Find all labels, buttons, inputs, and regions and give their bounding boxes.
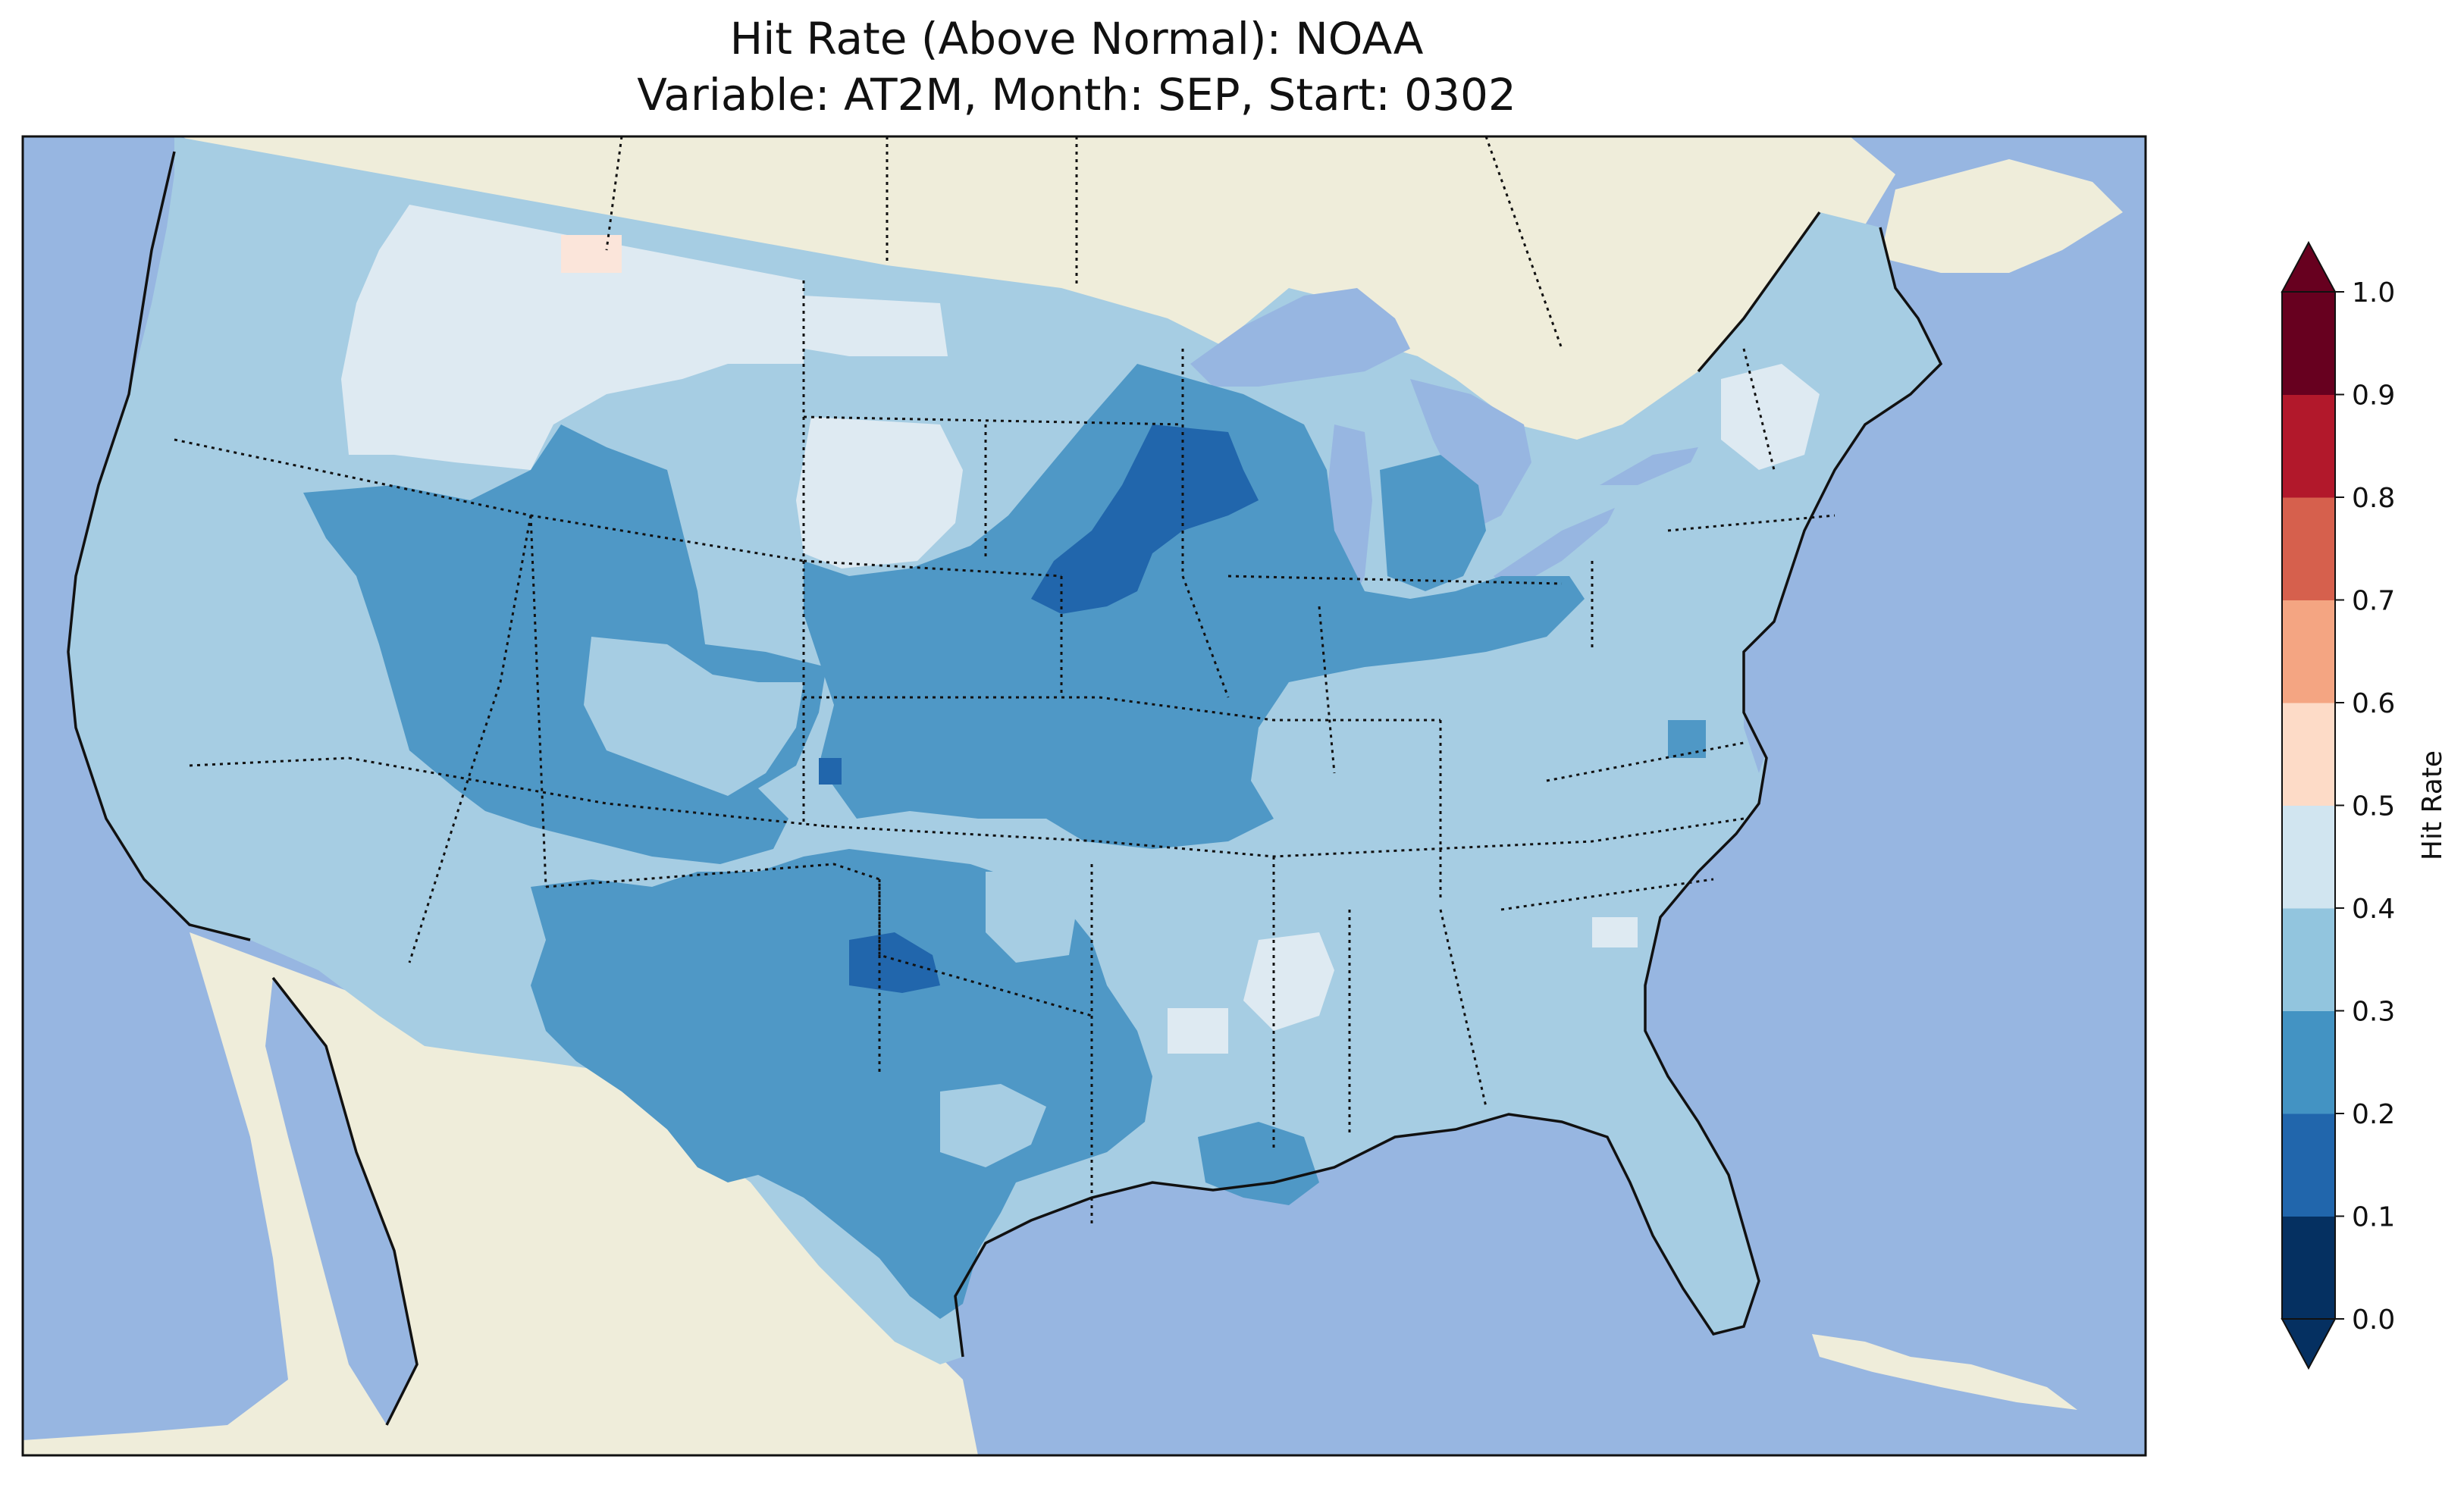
maritimes-land: [1880, 159, 2123, 273]
colorbar-tick-label: 0.2: [2352, 1099, 2395, 1130]
region-carolina-light: [1592, 917, 1638, 947]
colorbar-label: Hit Rate: [2417, 750, 2448, 860]
colorbar-segment: [2282, 1216, 2335, 1320]
map-area: [23, 136, 2146, 1455]
colorbar-tick-label: 0.5: [2352, 791, 2395, 822]
lake-huron: [1410, 379, 1531, 531]
colorbar: 0.0 0.1 0.2 0.3 0.4 0.5 0.6 0.7 0.8 0.9 1.0 Hit Rat…: [2281, 240, 2448, 1370]
colorbar-tick-label: 0.8: [2352, 483, 2395, 514]
colorbar-tick-label: 0.4: [2352, 894, 2395, 925]
region-east-texas-light: [940, 1084, 1046, 1167]
colorbar-segment: [2282, 394, 2335, 498]
mexico-land: [23, 932, 978, 1455]
chesapeake-bay: [1744, 652, 1774, 773]
region-louisiana-blue: [1198, 1122, 1319, 1205]
colorbar-segment: [2282, 805, 2335, 909]
chart-title-line-1: Hit Rate (Above Normal): NOAA: [729, 13, 1424, 64]
region-montana-warm: [561, 235, 622, 273]
colorbar-tick-label: 0.0: [2352, 1305, 2395, 1336]
colorbar-segment: [2282, 703, 2335, 806]
region-colorado-light: [584, 637, 804, 796]
state-boundaries: [174, 136, 1835, 1228]
chart-title-line-2: Variable: AT2M, Month: SEP, Start: 0302: [637, 69, 1516, 121]
colorbar-tick-label: 0.6: [2352, 688, 2395, 719]
region-montana-light: [341, 205, 804, 470]
region-arkansas-light: [1168, 1008, 1228, 1054]
region-southern-plains: [531, 849, 1152, 1319]
colorbar-tick-label: 0.7: [2352, 586, 2395, 617]
region-oklahoma-dark: [849, 932, 940, 993]
colorbar-segment: [2282, 908, 2335, 1011]
colorbar-segment: [2282, 497, 2335, 600]
lake-ontario: [1600, 447, 1698, 485]
colorbar-tick-label: 0.3: [2352, 997, 2395, 1028]
region-great-lakes-blue: [1380, 455, 1486, 591]
colorbar-tick-label: 1.0: [2352, 277, 2395, 309]
colorbar-segment: [2282, 600, 2335, 703]
colorbar-extend-min: [2281, 1318, 2337, 1370]
map-frame: [21, 135, 2147, 1457]
colorbar-segment: [2282, 1010, 2335, 1114]
colorbar-segment: [2282, 1113, 2335, 1217]
colorbar-segment: [2282, 292, 2335, 395]
colorbar-tick-label: 0.1: [2352, 1202, 2395, 1233]
colorbar-extend-max: [2281, 240, 2337, 293]
region-north-dakota-light: [804, 296, 948, 356]
coastlines: [67, 151, 1943, 1426]
gulf-of-california: [265, 978, 417, 1425]
region-upper-midwest-dark: [1031, 424, 1259, 614]
cuba-land: [1812, 1334, 2077, 1410]
region-new-england-light: [1721, 364, 1820, 470]
region-mississippi-light: [1243, 932, 1334, 1031]
colorbar-tick-label: 0.9: [2352, 381, 2395, 412]
lake-superior: [1190, 288, 1410, 387]
region-oklahoma-light: [986, 872, 1077, 963]
region-kansas-dark: [819, 758, 842, 785]
lake-erie: [1494, 508, 1615, 591]
region-virginia-blue: [1668, 720, 1706, 758]
region-south-dakota-light: [796, 417, 963, 568]
